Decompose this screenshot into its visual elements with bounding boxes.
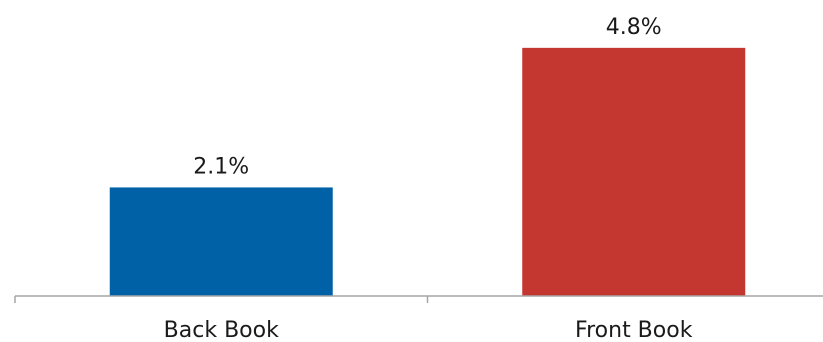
x-axis	[15, 296, 823, 303]
bar-back-book	[110, 187, 333, 296]
x-tick-label: Front Book	[575, 318, 693, 342]
x-tick-label: Back Book	[164, 318, 279, 342]
data-label: 4.8%	[606, 15, 662, 40]
data-label: 2.1%	[193, 154, 249, 179]
bar-front-book	[522, 48, 745, 296]
